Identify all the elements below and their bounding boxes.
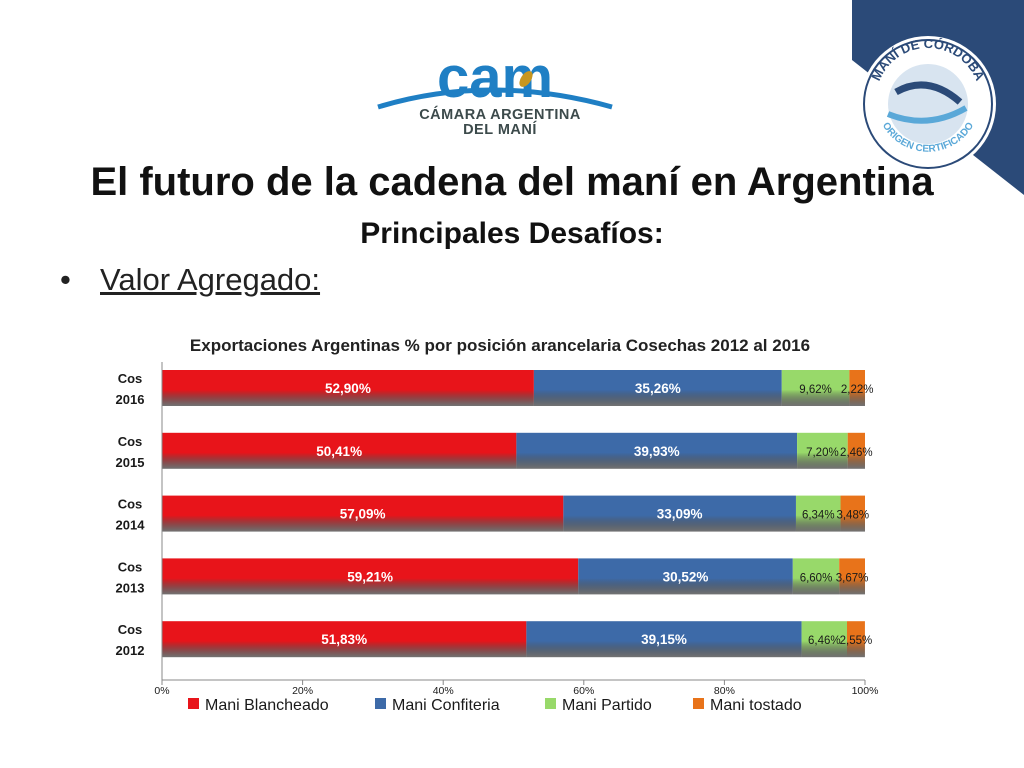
legend-label: Mani tostado — [710, 697, 802, 714]
x-tick-label: 80% — [714, 685, 735, 697]
data-label: 6,60% — [800, 572, 833, 584]
legend-label: Mani Blancheado — [205, 697, 329, 714]
x-tick-label: 100% — [852, 685, 879, 697]
mani-cordoba-seal: MANÍ DE CÓRDOBA ORIGEN CERTIFICADO — [858, 22, 998, 172]
bar-segment — [533, 370, 782, 406]
legend-swatch — [693, 698, 704, 709]
page-title: El futuro de la cadena del maní en Argen… — [90, 160, 934, 204]
chart-title: Exportaciones Argentinas % por posición … — [189, 336, 811, 355]
data-label: 50,41% — [316, 444, 362, 459]
category-label: Cos — [118, 497, 143, 512]
category-label: 2014 — [116, 518, 146, 533]
category-label: 2016 — [116, 392, 145, 407]
data-label: 7,20% — [806, 447, 839, 459]
data-label: 52,90% — [325, 381, 371, 396]
bar-segment — [781, 370, 850, 406]
bar-segment — [801, 621, 848, 658]
bar-segment — [797, 432, 848, 469]
category-label: 2012 — [116, 643, 145, 658]
bar-segment — [839, 558, 865, 595]
x-tick-label: 40% — [433, 685, 454, 697]
bullet-symbol: • — [60, 262, 71, 297]
bar-segment — [847, 621, 865, 658]
data-label: 3,48% — [836, 510, 869, 522]
bar-segment — [578, 558, 793, 595]
cam-logo: cam — [370, 45, 620, 150]
bar-segment — [162, 370, 534, 406]
cam-line2: DEL MANÍ — [463, 122, 537, 138]
category-label: 2015 — [116, 455, 145, 470]
legend-swatch — [545, 698, 556, 709]
x-tick-label: 60% — [573, 685, 594, 697]
data-label: 30,52% — [663, 569, 709, 584]
bar-segment — [162, 558, 579, 595]
data-label: 6,34% — [802, 510, 835, 522]
bar-segment — [840, 495, 865, 532]
category-label: 2013 — [116, 580, 145, 595]
category-label: Cos — [118, 371, 143, 386]
data-label: 2,22% — [841, 384, 874, 396]
bar-segment — [516, 432, 798, 469]
data-label: 3,67% — [836, 572, 869, 584]
data-label: 57,09% — [340, 507, 386, 522]
category-label: Cos — [118, 622, 143, 637]
legend-label: Mani Confiteria — [392, 697, 500, 714]
bar-segment — [162, 432, 517, 469]
data-label: 51,83% — [321, 632, 367, 647]
bar-segment — [162, 495, 564, 532]
bar-segment — [563, 495, 796, 532]
legend-label: Mani Partido — [562, 697, 652, 714]
data-label: 39,15% — [641, 632, 687, 647]
data-label: 33,09% — [657, 507, 703, 522]
bullet-text: Valor Agregado: — [100, 262, 321, 297]
data-label: 2,55% — [840, 635, 873, 647]
category-label: Cos — [118, 559, 143, 574]
stacked-bar-chart: 52,90% 35,26% 9,62% 2,22% Cos 2016 50,41% 39,93… — [116, 362, 879, 714]
data-label: 6,46% — [808, 635, 841, 647]
bar-segment — [795, 495, 841, 532]
data-label: 9,62% — [799, 384, 832, 396]
bar-segment — [162, 621, 527, 658]
data-label: 35,26% — [635, 381, 681, 396]
legend-swatch — [188, 698, 199, 709]
legend-swatch — [375, 698, 386, 709]
bullet-item: • Valor Agregado: — [60, 262, 320, 298]
bar-segment — [526, 621, 802, 658]
page-subtitle: Principales Desafíos: — [360, 217, 664, 250]
x-tick-label: 0% — [154, 685, 169, 697]
cam-line1: CÁMARA ARGENTINA — [419, 107, 581, 123]
cam-brand-text: cam — [437, 45, 553, 110]
data-label: 59,21% — [347, 569, 393, 584]
x-tick-label: 20% — [292, 685, 313, 697]
bar-segment — [792, 558, 840, 595]
data-label: 2,46% — [840, 447, 873, 459]
data-label: 39,93% — [634, 444, 680, 459]
bar-segment — [847, 432, 865, 469]
category-label: Cos — [118, 434, 143, 449]
bar-segment — [849, 370, 865, 406]
